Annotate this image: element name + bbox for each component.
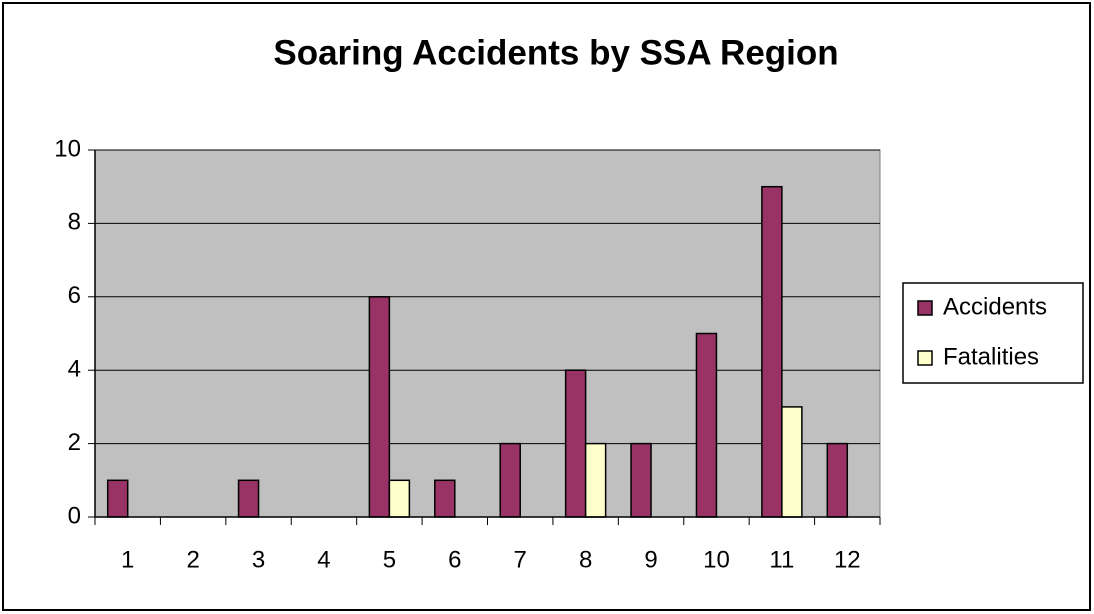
x-tick-label: 9 [644,546,657,573]
legend-swatch [917,300,933,316]
x-tick-label: 4 [317,546,330,573]
y-tick-label: 8 [68,209,81,236]
x-tick-label: 1 [121,546,134,573]
bar [434,479,456,518]
bar [106,479,129,518]
bar [564,369,587,518]
bar [781,406,803,518]
bar [368,296,391,518]
legend-label: Accidents [943,293,1047,320]
x-tick-label: 10 [703,546,730,573]
bar [584,442,607,518]
x-tick-label: 2 [186,546,199,573]
x-tick-label: 12 [834,546,861,573]
chart-title: Soaring Accidents by SSA Region [273,33,838,72]
bar [630,442,652,518]
y-tick-label: 4 [68,356,81,383]
x-tick-label: 7 [514,546,527,573]
x-tick-label: 8 [579,546,592,573]
bar [761,185,783,518]
y-tick-label: 0 [68,502,81,529]
y-tick-label: 2 [68,429,81,456]
plot-area [94,149,881,518]
x-tick-label: 6 [448,546,461,573]
bar [237,479,260,518]
legend-swatch [917,350,933,366]
bar [499,442,521,518]
bar [695,332,718,518]
legend-label: Fatalities [943,343,1039,370]
x-tick-label: 3 [252,546,265,573]
bar [388,479,411,518]
x-tick-label: 11 [769,546,794,573]
y-tick-label: 10 [54,135,81,162]
bar [826,442,849,518]
y-tick-label: 6 [68,282,81,309]
x-tick-label: 5 [383,546,396,573]
legend-box [902,282,1084,384]
